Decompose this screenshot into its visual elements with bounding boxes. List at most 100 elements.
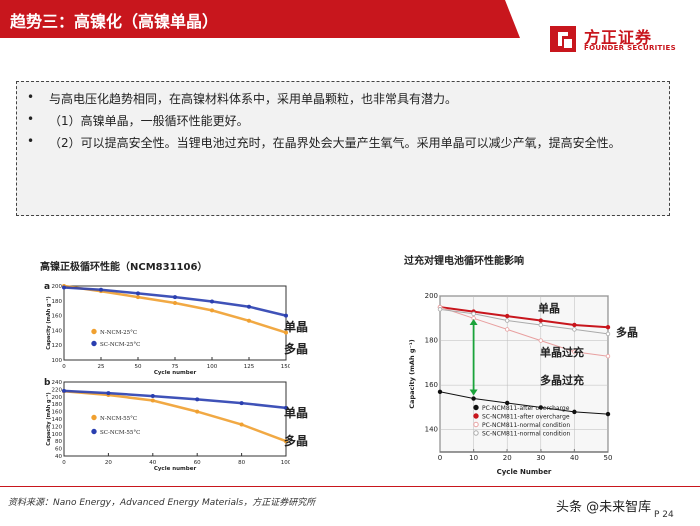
data-point (239, 422, 244, 427)
data-point (538, 322, 543, 328)
x-tick-label: 150 (281, 364, 290, 370)
data-point (195, 397, 200, 402)
left-figure-caption: 高镍正极循环性能（NCM831106） (40, 262, 208, 273)
x-tick-label: 0 (438, 454, 442, 462)
bullet-dot: • (27, 112, 35, 126)
legend-marker (91, 414, 97, 421)
data-point (437, 389, 443, 395)
data-point (471, 311, 476, 317)
y-axis-label: Capacity (mAh g⁻¹) (408, 339, 416, 408)
y-tick-label: 160 (52, 410, 63, 416)
data-point (172, 295, 177, 300)
y-tick-label: 140 (425, 426, 438, 434)
y-tick-label: 180 (425, 337, 438, 345)
data-point (538, 318, 543, 323)
bullet-dot: • (27, 134, 35, 148)
data-point (504, 313, 510, 319)
data-point (150, 398, 155, 403)
right-figure-caption: 过充对锂电池循环性能影响 (404, 256, 524, 267)
data-point (504, 327, 510, 332)
data-point (437, 307, 443, 312)
data-point (605, 353, 611, 359)
legend-marker (91, 340, 97, 347)
x-tick-label: 40 (149, 460, 156, 466)
y-tick-label: 200 (52, 284, 63, 290)
header-banner: 趋势三：高镍化（高镍单晶） (0, 0, 520, 38)
data-point (471, 396, 476, 401)
data-point (605, 331, 611, 337)
x-tick-label: 20 (503, 454, 512, 462)
x-tick-label: 75 (172, 364, 179, 370)
y-tick-label: 160 (52, 314, 63, 320)
watermark: 头条 @未来智库 (556, 500, 652, 515)
data-point (195, 409, 200, 414)
y-tick-label: 80 (55, 439, 62, 445)
x-tick-label: 60 (194, 460, 201, 466)
page-title: 趋势三：高镍化（高镍单晶） (10, 12, 219, 31)
y-tick-label: 140 (52, 417, 63, 423)
data-point (239, 401, 244, 406)
y-tick-label: 60 (55, 447, 62, 453)
legend-label: SC-NCM811-after overcharge (482, 414, 570, 421)
data-point (136, 295, 141, 300)
legend-marker (473, 413, 479, 419)
legend-marker (91, 328, 97, 335)
x-tick-label: 100 (281, 460, 290, 466)
data-point (136, 291, 141, 296)
right-label-poly-overcharge: 多晶过充 (540, 374, 584, 387)
legend-marker (473, 430, 479, 436)
data-point (209, 299, 214, 304)
left-label-poly-b: 多晶 (284, 434, 309, 448)
y-tick-label: 240 (52, 380, 63, 386)
data-point (504, 400, 510, 406)
data-point (504, 318, 510, 323)
legend-label: PC-NCM811-after overcharge (482, 405, 570, 412)
legend-label: N-NCM-25°C (100, 330, 137, 336)
data-point (538, 405, 543, 410)
x-axis-label: Cycle number (154, 370, 197, 376)
plot-frame (439, 295, 609, 453)
legend-marker (91, 428, 97, 435)
x-tick-label: 25 (98, 364, 105, 370)
series-line (63, 390, 287, 443)
data-point (538, 338, 543, 343)
data-point (209, 308, 214, 313)
x-axis-label: Cycle Number (497, 468, 552, 476)
data-point (150, 394, 155, 399)
data-point (283, 330, 288, 335)
data-point (246, 304, 251, 309)
x-tick-label: 30 (536, 454, 545, 462)
right-label-single-overcharge: 单晶过充 (540, 346, 584, 359)
series-line (439, 391, 609, 415)
x-tick-label: 0 (62, 364, 66, 370)
footer-divider (0, 486, 700, 487)
data-point (172, 301, 177, 306)
data-point (106, 391, 111, 396)
x-axis-label: Cycle number (154, 466, 197, 472)
data-point (246, 318, 251, 323)
y-tick-label: 120 (52, 424, 63, 430)
x-tick-label: 100 (207, 364, 218, 370)
right-label-poly: 多晶 (616, 326, 638, 339)
series-line (439, 306, 609, 357)
data-point (61, 285, 66, 290)
x-tick-label: 40 (570, 454, 579, 462)
data-point (572, 322, 577, 328)
brand-logo: 方正证券 FOUNDER SECURITIES (548, 22, 698, 62)
arrow-head-down (469, 389, 478, 396)
logo-name: 方正证券 (584, 28, 653, 47)
left-label-poly-a: 多晶 (284, 342, 309, 356)
y-tick-label: 40 (55, 454, 62, 460)
x-tick-label: 0 (62, 460, 66, 466)
x-tick-label: 125 (244, 364, 255, 370)
header-background (0, 0, 520, 38)
data-point (572, 327, 577, 332)
x-tick-label: 50 (604, 454, 613, 462)
data-point (572, 409, 577, 415)
left-label-single-b: 单晶 (284, 406, 309, 420)
arrow-head-up (469, 319, 478, 326)
y-tick-label: 200 (52, 395, 63, 401)
bullet-dot: • (27, 90, 35, 104)
x-tick-label: 50 (135, 364, 142, 370)
bullet-text-1: 与高电压化趋势相同，在高镍材料体系中，采用单晶颗粒，也非常具有潜力。 (49, 92, 458, 106)
